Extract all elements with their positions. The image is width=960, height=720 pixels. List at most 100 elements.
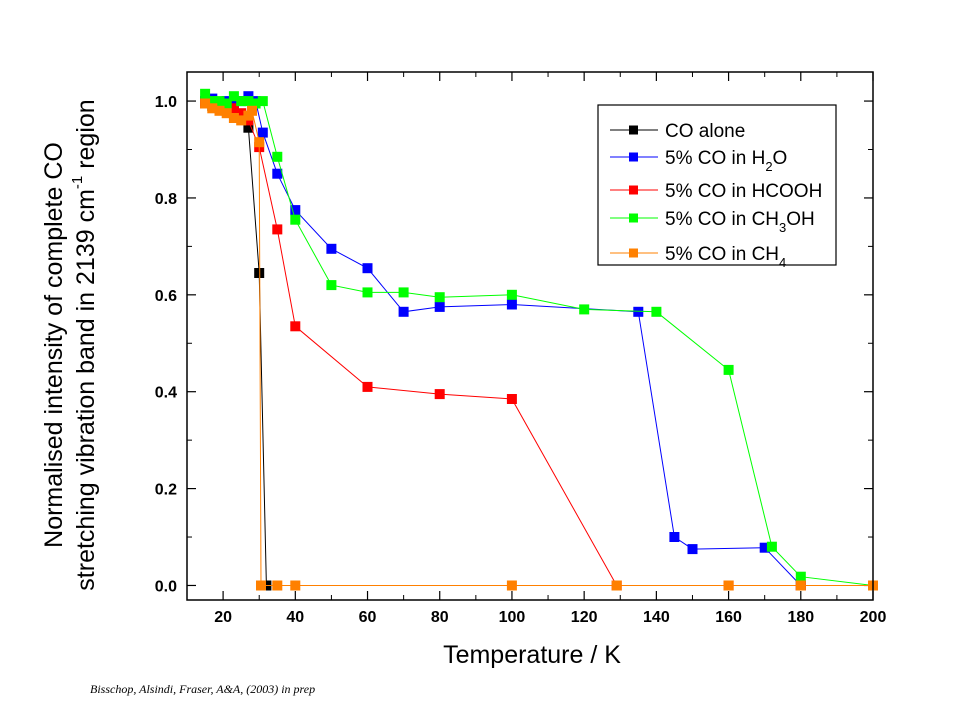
y-axis-ticks: 0.0 0.2 0.4 0.6 0.8 1.0	[155, 94, 873, 595]
data-point-co-ch4	[290, 580, 301, 591]
legend-label: CO alone	[665, 121, 745, 142]
data-point-co-ch3oh	[257, 96, 268, 107]
plot-frame	[186, 71, 874, 601]
data-point-co-ch4	[200, 98, 211, 109]
data-point-co-ch4	[611, 580, 622, 591]
data-point-co-ch4	[207, 103, 218, 114]
data-point-co-ch4	[221, 108, 232, 119]
x-tick-label: 60	[359, 609, 377, 626]
y-axis-title-line1: Normalised intensity of complete CO	[40, 142, 68, 548]
data-point-co-h2o	[290, 205, 301, 216]
data-point-co-h2o	[272, 168, 283, 179]
x-tick-label: 80	[431, 609, 449, 626]
legend-label: 5% CO in CH3OH	[665, 209, 815, 235]
data-point-co-hcooh	[236, 108, 247, 119]
data-point-co-h2o	[759, 542, 770, 553]
legend-marker	[629, 213, 638, 223]
data-point-co-ch3oh	[228, 91, 239, 102]
data-point-co-ch3oh	[243, 96, 254, 107]
x-tick-label: 120	[571, 609, 598, 626]
data-point-co-ch4	[506, 580, 517, 591]
data-point-co-ch3oh	[795, 571, 806, 582]
data-point-co-ch3oh	[362, 287, 373, 298]
y-axis-title-line2-end: region	[72, 99, 100, 175]
data-point-co-hcooh	[506, 394, 517, 404]
legend-item-co-h2o: 5% CO in H2O	[610, 148, 787, 174]
source-caption: Bisschop, Alsindi, Fraser, A&A, (2003) i…	[90, 682, 316, 696]
x-tick-label: 40	[286, 609, 304, 626]
data-point-co-h2o	[687, 544, 698, 555]
data-point-co-ch3oh	[221, 98, 232, 109]
data-point-co-ch3oh	[207, 96, 218, 107]
data-point-co-h2o	[434, 301, 445, 312]
y-axis-title-line2: stretching vibration band in 2139 cm-1 r…	[69, 99, 100, 590]
data-point-co-h2o	[326, 243, 337, 254]
data-point-co-ch3oh	[723, 364, 734, 375]
data-point-co-hcooh	[272, 224, 283, 235]
data-point-co-ch3oh	[290, 214, 301, 225]
x-tick-label: 200	[860, 609, 887, 626]
legend-item-co-ch3oh: 5% CO in CH3OH	[610, 209, 815, 235]
data-point-co-alone	[243, 122, 254, 133]
data-point-co-ch3oh	[272, 151, 283, 162]
data-point-co-ch4	[272, 580, 283, 591]
data-point-co-hcooh	[434, 389, 445, 400]
legend-marker	[629, 152, 638, 162]
data-point-co-h2o	[669, 532, 680, 542]
data-point-co-h2o	[257, 127, 268, 138]
y-tick-label: 0.0	[155, 578, 177, 595]
data-point-co-h2o	[506, 299, 517, 310]
y-tick-label: 0.6	[155, 288, 177, 305]
x-tick-label: 180	[787, 609, 814, 626]
y-axis-title-superscript: -1	[69, 176, 86, 189]
legend-item-co-hcooh: 5% CO in HCOOH	[610, 181, 822, 202]
data-point-co-ch3oh	[326, 280, 337, 291]
data-point-co-ch4	[236, 115, 247, 126]
data-point-co-hcooh	[228, 103, 239, 114]
x-tick-label: 20	[214, 609, 232, 626]
data-point-co-alone	[254, 268, 265, 278]
data-point-co-ch3oh	[506, 289, 517, 300]
legend-item-co-alone: CO alone	[610, 121, 745, 142]
data-point-co-ch4	[256, 580, 266, 591]
data-point-co-ch4	[214, 105, 225, 116]
x-axis-title: Temperature / K	[443, 641, 621, 669]
data-point-co-ch3oh	[214, 96, 225, 107]
data-point-co-ch3oh	[200, 88, 211, 99]
y-tick-label: 0.8	[155, 191, 177, 208]
data-point-co-ch3oh	[579, 304, 590, 315]
data-point-co-hcooh	[290, 321, 301, 332]
y-axis-title: Normalised intensity of complete CO stre…	[40, 99, 100, 590]
x-tick-label: 140	[643, 609, 670, 626]
data-point-co-ch3oh	[236, 96, 247, 107]
data-point-co-ch4	[228, 113, 239, 123]
data-point-co-ch4	[795, 580, 806, 591]
data-point-co-ch4	[247, 105, 257, 116]
data-point-co-hcooh	[362, 381, 373, 392]
legend: CO alone 5% CO in H2O 5% CO in HCOOH 5% CO …	[597, 104, 837, 270]
series-co-ch4	[200, 98, 878, 591]
legend-marker	[629, 185, 638, 195]
data-point-co-ch4	[254, 137, 265, 148]
x-tick-label: 100	[499, 609, 526, 626]
data-point-co-ch3oh	[398, 287, 409, 298]
series-line-co-alone	[204, 100, 267, 586]
legend-marker	[629, 125, 638, 135]
x-axis-ticks: 20 40 60 80 100 120 140 160 180 200	[186, 72, 887, 626]
legend-label: 5% CO in CH4	[665, 244, 786, 270]
data-point-co-ch3oh	[766, 541, 777, 552]
legend-label: 5% CO in HCOOH	[665, 181, 822, 202]
data-point-co-ch4	[723, 580, 734, 591]
series-layer	[200, 88, 878, 591]
legend-label: 5% CO in H2O	[665, 148, 787, 174]
data-point-co-h2o	[362, 263, 373, 274]
data-point-co-ch3oh	[434, 292, 445, 303]
legend-item-co-ch4: 5% CO in CH4	[610, 244, 786, 270]
data-point-co-ch3oh	[250, 98, 261, 109]
x-tick-label: 160	[715, 609, 742, 626]
data-point-co-ch3oh	[651, 306, 662, 317]
y-tick-label: 0.2	[155, 482, 177, 499]
y-tick-label: 0.4	[155, 385, 177, 402]
y-axis-title-line2-main: stretching vibration band in 2139 cm	[72, 189, 100, 591]
